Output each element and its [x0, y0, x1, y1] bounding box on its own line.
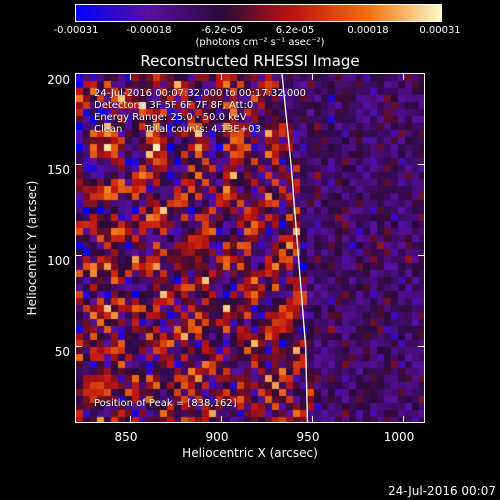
y-tick-label: 100	[47, 254, 70, 268]
axis-tick-mark	[220, 73, 222, 80]
plot-area: 24-Jul-2016 00:07:32.000 to 00:17:32.000…	[75, 73, 425, 423]
y-axis-label: Heliocentric Y (arcsec)	[25, 180, 39, 316]
axis-tick-mark	[418, 164, 425, 166]
x-tick-label: 900	[205, 430, 229, 444]
annotation-time: 24-Jul-2016 00:07:32.000 to 00:17:32.000	[94, 88, 306, 99]
x-axis-label: Heliocentric X (arcsec)	[182, 446, 318, 460]
footer-timestamp: 24-Jul-2016 00:07	[387, 484, 496, 498]
axis-tick-mark	[418, 346, 425, 348]
axis-tick-mark	[403, 73, 405, 80]
colorbar-tick: 0.00031	[419, 25, 461, 36]
axis-tick-mark	[129, 416, 131, 423]
plot-overlay	[281, 74, 309, 422]
chart-title: Reconstructed RHESSI Image	[140, 52, 360, 70]
colorbar-tick: -0.00031	[53, 25, 99, 36]
colorbar-tick: -0.00018	[126, 25, 172, 36]
solar-limb-line	[281, 74, 309, 422]
colorbar-tick: -6.2e-05	[201, 25, 243, 36]
colorbar-tick: 6.2e-05	[275, 25, 315, 36]
x-tick-label: 1000	[383, 430, 415, 444]
y-tick-label: 150	[47, 163, 70, 177]
axis-tick-mark	[418, 255, 425, 257]
axis-tick-mark	[220, 416, 222, 423]
colorbar-tick: 0.00018	[347, 25, 389, 36]
annotation-clean: Clean Total counts: 4.13E+03	[94, 124, 261, 135]
y-tick-label: 50	[54, 345, 70, 359]
axis-tick-mark	[75, 346, 82, 348]
axis-tick-mark	[75, 73, 82, 74]
axis-tick-mark	[311, 416, 313, 423]
axis-tick-mark	[75, 164, 82, 166]
axis-tick-mark	[311, 73, 313, 80]
axis-tick-mark	[75, 255, 82, 257]
annotation-detectors: Detectors: 3F 5F 6F 7F 8F, Att:0	[94, 100, 254, 111]
axis-tick-mark	[418, 73, 425, 74]
x-tick-label: 950	[296, 430, 320, 444]
x-tick-label: 850	[114, 430, 138, 444]
y-tick-label: 200	[47, 73, 70, 87]
annotation-energy: Energy Range: 25.0 - 50.0 keV	[94, 112, 247, 123]
axis-tick-mark	[129, 73, 131, 80]
axis-tick-mark	[403, 416, 405, 423]
annotation-peak: Position of Peak = [838,162]	[94, 398, 237, 409]
colorbar-unit: (photons cm⁻² s⁻¹ asec⁻²)	[195, 37, 325, 48]
colorbar	[75, 4, 442, 22]
heatmap-image	[76, 74, 424, 422]
